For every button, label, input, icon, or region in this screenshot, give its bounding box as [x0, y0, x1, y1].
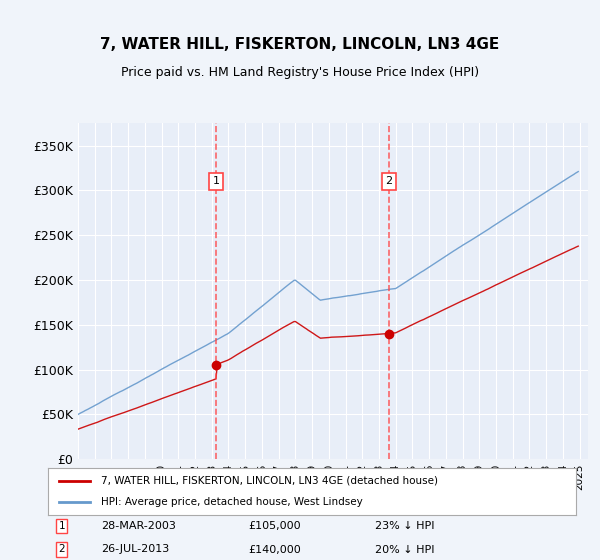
- Text: 2: 2: [385, 176, 392, 186]
- Text: 1: 1: [212, 176, 220, 186]
- Text: 7, WATER HILL, FISKERTON, LINCOLN, LN3 4GE: 7, WATER HILL, FISKERTON, LINCOLN, LN3 4…: [100, 38, 500, 52]
- Text: £140,000: £140,000: [248, 544, 301, 554]
- Text: 2: 2: [59, 544, 65, 554]
- Text: 20% ↓ HPI: 20% ↓ HPI: [376, 544, 435, 554]
- Text: 28-MAR-2003: 28-MAR-2003: [101, 521, 176, 531]
- Text: 1: 1: [59, 521, 65, 531]
- Text: £105,000: £105,000: [248, 521, 301, 531]
- Text: 26-JUL-2013: 26-JUL-2013: [101, 544, 169, 554]
- Text: 7, WATER HILL, FISKERTON, LINCOLN, LN3 4GE (detached house): 7, WATER HILL, FISKERTON, LINCOLN, LN3 4…: [101, 476, 438, 486]
- Text: 23% ↓ HPI: 23% ↓ HPI: [376, 521, 435, 531]
- Text: HPI: Average price, detached house, West Lindsey: HPI: Average price, detached house, West…: [101, 497, 362, 507]
- Text: Price paid vs. HM Land Registry's House Price Index (HPI): Price paid vs. HM Land Registry's House …: [121, 66, 479, 80]
